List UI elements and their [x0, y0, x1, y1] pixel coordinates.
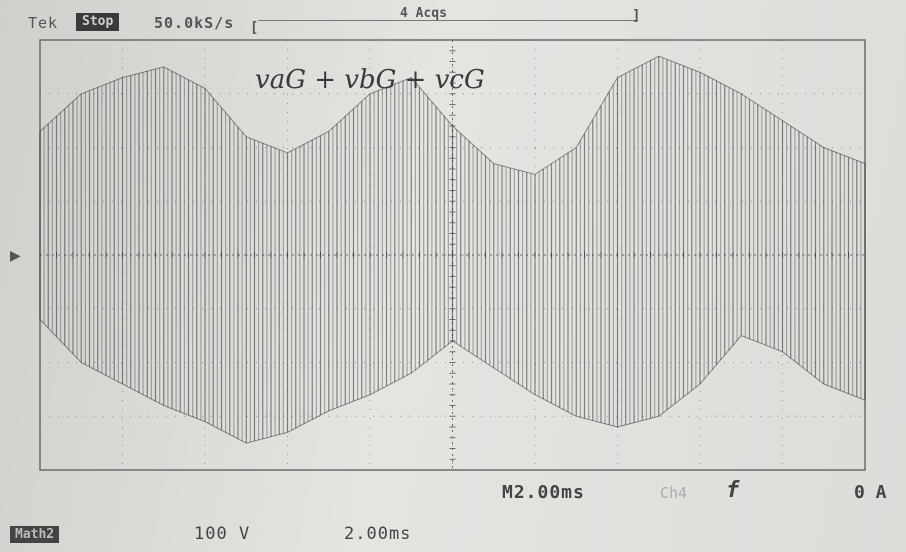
horizontal-scale-readout: 2.00ms [344, 524, 411, 544]
trigger-level-readout: 0 A [854, 482, 887, 503]
trace-series [40, 56, 865, 443]
waveform-trace [40, 56, 865, 443]
trigger-slope-icon: f [726, 478, 739, 503]
scope-settings-bar: M2.00ms Ch4 f 0 A Math2 100 V 2.00ms [8, 478, 898, 548]
ground-marker: ▶ [10, 248, 21, 264]
vertical-scale-readout: 100 V [194, 524, 250, 544]
timebase-readout: M2.00ms [502, 482, 585, 503]
math-channel-badge: Math2 [10, 526, 59, 543]
trigger-channel-label: Ch4 [660, 484, 687, 502]
chart-title: vaG + vbG + vcG [255, 65, 485, 95]
